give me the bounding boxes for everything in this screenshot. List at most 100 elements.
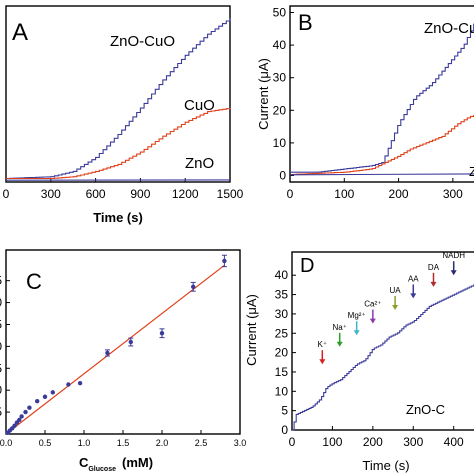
panel-c-point — [77, 380, 83, 386]
panel-d: 0 100 200 300 400 0 5 10 15 20 25 30 35 40 K⁺ Na⁺Mg²⁺ Ca… — [244, 251, 474, 473]
panel-d-annotation-label: Na⁺ — [332, 323, 346, 332]
panel-c-xtick-label: 0.5 — [39, 438, 52, 448]
panel-c-ytick-label: 10 — [0, 383, 2, 397]
panel-c-xtick-label: 0.0 — [0, 438, 12, 448]
panel-b-legend-fragment: Z — [469, 164, 474, 179]
panel-d-annotation-label: DA — [428, 263, 440, 272]
panel-d-ytick-label: 15 — [275, 365, 289, 379]
panel-b-ytick-label: 40 — [273, 38, 287, 52]
panel-d-ytick-label: 40 — [275, 268, 289, 282]
panel-c-point — [191, 284, 196, 289]
panel-d-arrowhead — [410, 293, 417, 299]
panel-c-xtick-label: 3.0 — [234, 438, 247, 448]
panel-d-ytick-label: 20 — [275, 346, 289, 360]
panel-c-ytick-label: 20 — [0, 339, 2, 353]
panel-d-arrowhead — [353, 330, 360, 336]
panel-a-frame — [5, 5, 231, 183]
panel-b-series-1 — [290, 114, 474, 176]
panel-b-ytick-label: 10 — [273, 136, 287, 150]
panel-a-letter: A — [12, 19, 28, 46]
panel-c-xtick-label: 2.0 — [156, 438, 169, 448]
panel-b-legend-zno-cu: ZnO-Cu — [424, 20, 474, 37]
panel-c-ytick-label: 25 — [0, 317, 2, 331]
panel-d-ytick-label: 25 — [275, 326, 289, 340]
panel-c-xtick-label: 1.0 — [78, 438, 91, 448]
panel-a-legend-zno: ZnO — [185, 155, 214, 172]
panel-c-point — [159, 331, 165, 336]
panel-d-ylabel: Current (μA) — [244, 294, 259, 366]
panel-d-annotation-label: NADH — [442, 251, 465, 260]
panel-a-xtick-label: 600 — [86, 187, 106, 201]
panel-c-fit-line — [5, 264, 225, 435]
panel-d-arrowhead — [319, 359, 326, 365]
panel-c-xtick-label: 2.5 — [195, 438, 208, 448]
panel-c-point — [50, 390, 55, 395]
panel-a-xtick-label: 1500 — [217, 187, 244, 201]
panel-d-xtick-label: 200 — [363, 435, 383, 449]
panel-a-legend-zno-cuo: ZnO-CuO — [110, 33, 175, 50]
panel-b-series-0 — [290, 23, 474, 173]
panel-d-ytick-label: 35 — [275, 288, 289, 302]
panel-c-point — [66, 382, 71, 387]
panel-d-annotation-label: K⁺ — [318, 340, 328, 349]
panel-d-arrowhead — [369, 318, 376, 324]
panel-c-point — [19, 414, 24, 419]
panel-b-frame — [289, 5, 474, 183]
panel-c-point — [222, 258, 227, 264]
panel-d-legend-zno-c: ZnO-C — [406, 402, 445, 417]
panel-d-arrowhead — [336, 341, 343, 347]
panel-d-arrowhead — [450, 270, 457, 276]
panel-b-xtick-label: 0 — [287, 187, 294, 201]
panel-c-ytick-label: 35 — [0, 274, 2, 288]
panel-a-legend-cuo: CuO — [184, 97, 215, 114]
panel-a-series-1 — [6, 108, 231, 180]
panel-c-letter: C — [26, 269, 42, 294]
panel-b-xtick-label: 200 — [389, 187, 409, 201]
panel-d-ytick-label: 0 — [281, 423, 288, 437]
panel-c-point — [17, 417, 22, 423]
panel-c: 0.0 0.5 1.0 1.5 2.0 2.5 3.0 5 10 15 20 25 30 35 C CGl… — [0, 249, 247, 473]
panel-a-xtick-label: 1200 — [172, 187, 199, 201]
panel-d-annotation-label: AA — [408, 274, 419, 283]
panel-d-ytick-label: 10 — [275, 384, 289, 398]
panel-b-ytick-label: 50 — [273, 6, 287, 20]
panel-d-xtick-label: 0 — [289, 435, 296, 449]
panel-a-xlabel: Time (s) — [93, 210, 143, 225]
panel-a-xtick-label: 300 — [41, 187, 61, 201]
panel-c-ytick-label: 15 — [0, 361, 2, 375]
panel-b-ytick-label: 0 — [279, 168, 286, 182]
panel-d-xtick-label: 300 — [403, 435, 423, 449]
panel-d-xtick-label: 100 — [322, 435, 342, 449]
panel-c-point — [105, 350, 110, 356]
panel-c-xlabel: CGlucose (mM) — [79, 455, 153, 473]
panel-a-xtick-label: 0 — [3, 187, 10, 201]
panel-c-point — [12, 423, 17, 428]
panel-d-frame — [291, 251, 474, 431]
panel-b-xtick-label: 300 — [443, 187, 463, 201]
panel-b-xtick-label: 100 — [334, 187, 354, 201]
panel-d-annotation-label: Mg²⁺ — [348, 311, 366, 320]
panel-c-point — [128, 339, 133, 345]
panel-d-arrowhead — [430, 281, 437, 287]
panel-c-ytick-label: 30 — [0, 296, 2, 310]
panel-d-xlabel: Time (s) — [362, 458, 409, 473]
panel-b-ytick-label: 30 — [273, 71, 287, 85]
panel-c-ytick-label: 5 — [0, 405, 2, 419]
panel-d-xtick-label: 400 — [444, 435, 464, 449]
panel-c-point — [27, 405, 32, 410]
panel-c-point — [42, 394, 48, 399]
panel-d-letter: D — [300, 255, 314, 277]
panel-a: 0 300 600 900 1200 1500 A ZnO-CuO CuO ZnO Tim… — [3, 5, 244, 225]
panel-c-point — [35, 398, 40, 404]
panel-d-series-0 — [292, 284, 474, 431]
panel-d-arrowhead — [392, 305, 399, 311]
panel-c-point — [23, 409, 28, 415]
panel-d-ytick-label: 5 — [281, 404, 288, 418]
panel-d-ytick-label: 30 — [275, 307, 289, 321]
panel-a-series-0 — [6, 18, 231, 180]
panel-b: 0 100 200 300 0 10 20 30 40 50 B ZnO-Cu Z Current… — [256, 5, 474, 201]
panel-b-ytick-label: 20 — [273, 103, 287, 117]
panel-c-xtick-label: 1.5 — [117, 438, 130, 448]
panel-d-annotation-label: UA — [390, 286, 402, 295]
panel-b-series-2 — [289, 173, 474, 176]
